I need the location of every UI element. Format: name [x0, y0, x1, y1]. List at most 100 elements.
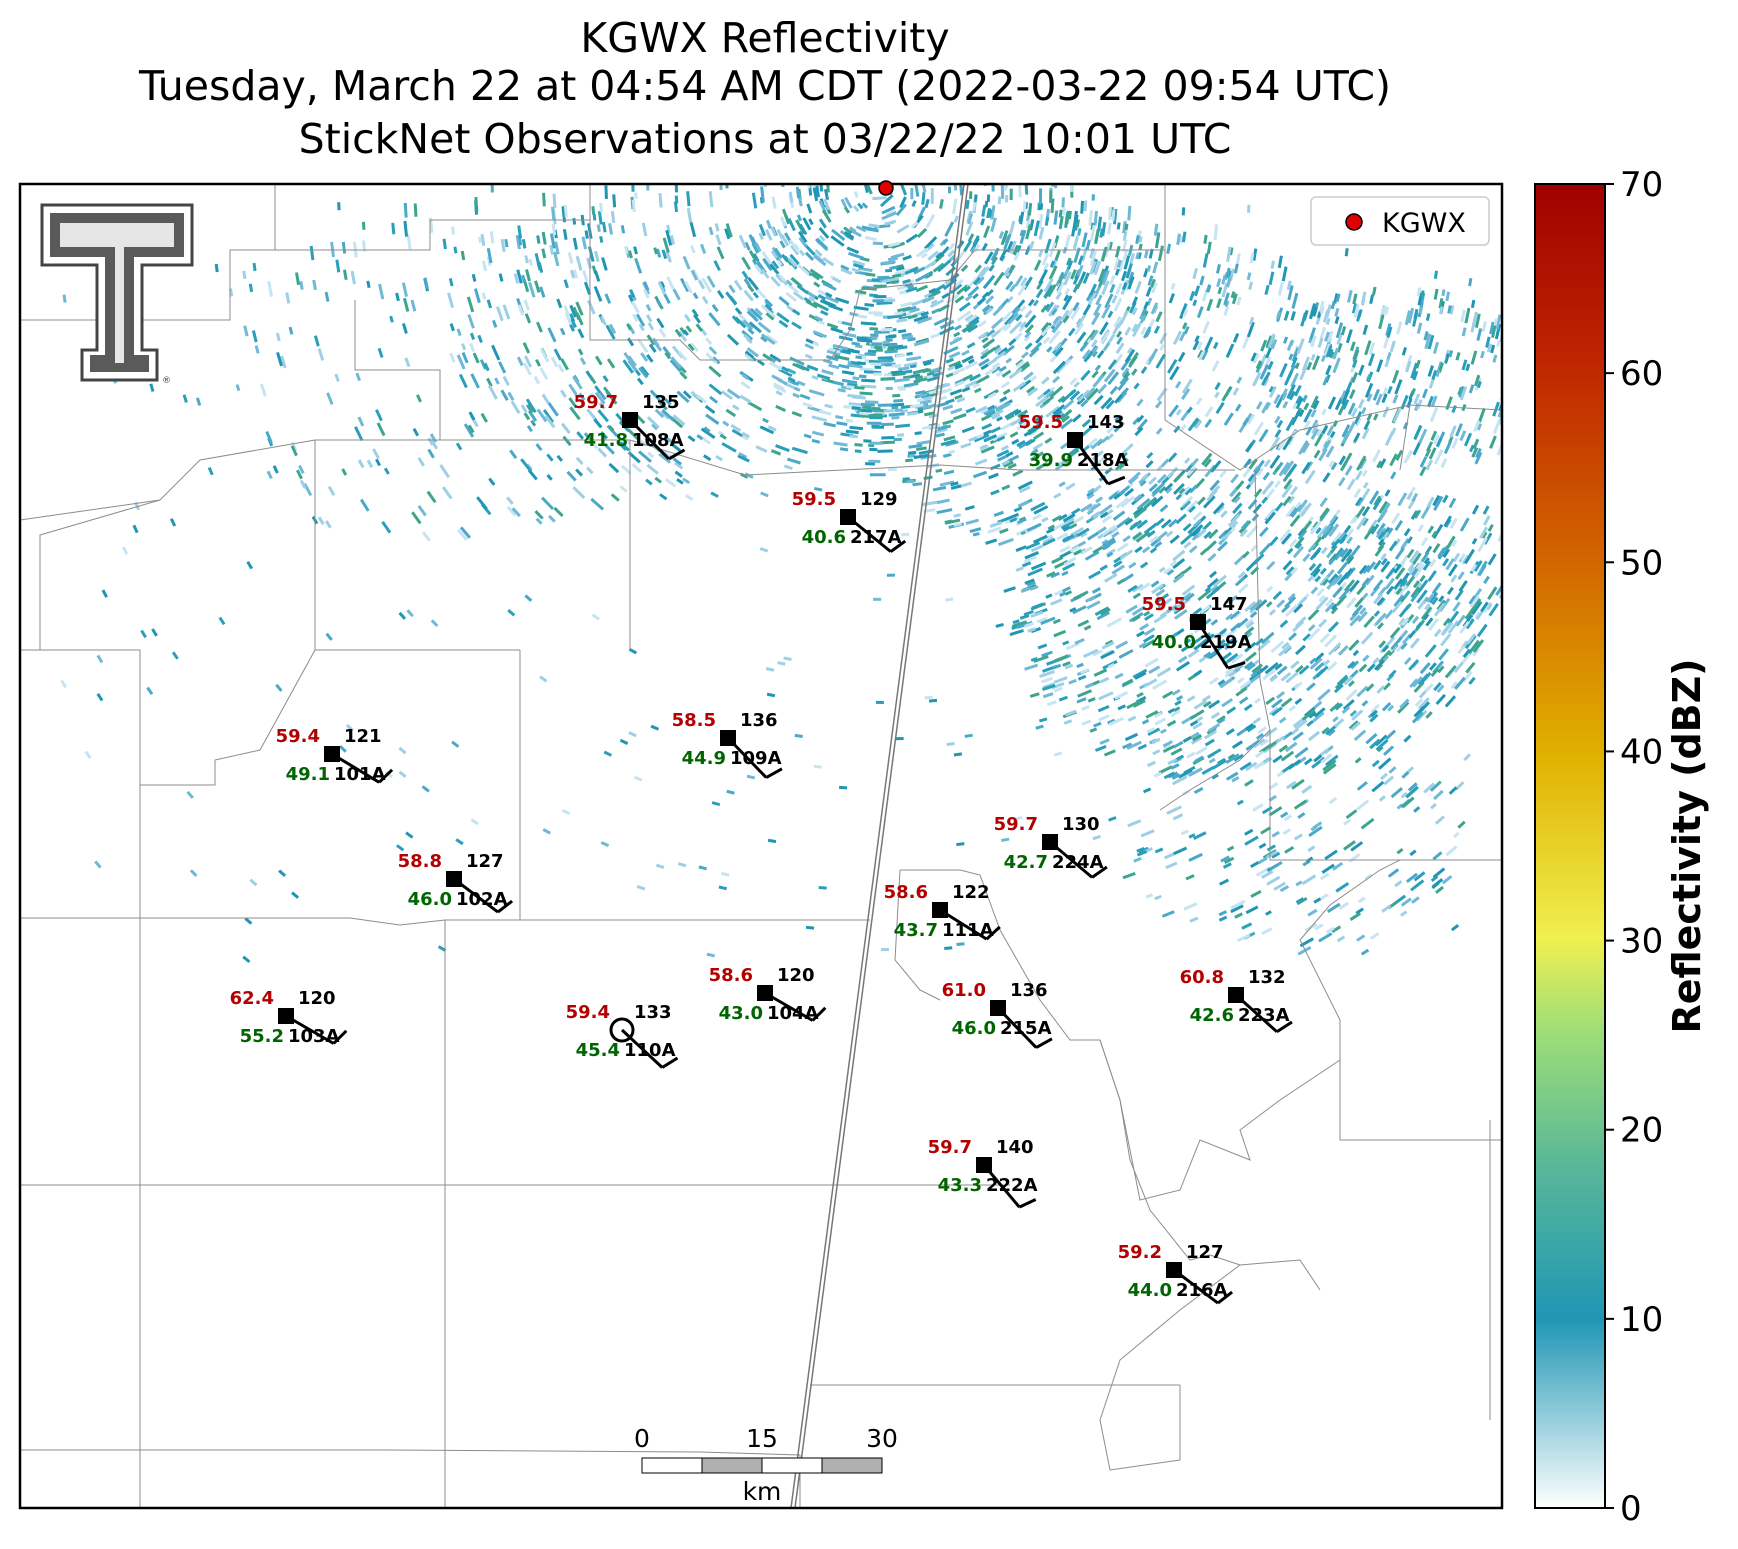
radar-echo: [242, 955, 251, 964]
radar-echo: [1410, 362, 1419, 379]
radar-echo: [764, 303, 773, 312]
radar-echo: [1191, 734, 1202, 742]
radar-echo: [599, 391, 607, 401]
radar-echo: [872, 241, 884, 246]
radar-echo: [1294, 536, 1305, 549]
radar-echo: [1155, 311, 1163, 323]
radar-echo: [915, 284, 929, 293]
radar-echo: [1274, 502, 1284, 512]
radar-echo: [1186, 406, 1193, 414]
radar-echo: [765, 219, 772, 230]
radar-echo: [1392, 408, 1402, 423]
radar-echo: [480, 412, 488, 423]
radar-echo: [796, 214, 802, 222]
radar-echo: [804, 251, 815, 261]
radar-echo: [1233, 495, 1241, 504]
radar-echo: [1338, 587, 1351, 601]
radar-echo: [546, 453, 554, 462]
radar-echo: [1040, 324, 1052, 337]
radar-echo: [594, 250, 600, 262]
radar-echo: [1515, 430, 1521, 439]
radar-echo: [1419, 662, 1431, 675]
radar-echo: [894, 364, 902, 368]
radar-echo: [1047, 524, 1055, 531]
radar-echo: [733, 279, 743, 291]
radar-echo: [1181, 378, 1193, 394]
radar-echo: [852, 205, 860, 213]
radar-echo: [925, 213, 936, 229]
radar-echo: [1357, 896, 1366, 904]
radar-echo: [1053, 629, 1067, 638]
radar-echo: [869, 416, 883, 420]
radar-echo: [1425, 617, 1434, 627]
radar-echo: [631, 199, 636, 213]
radar-echo: [1027, 202, 1033, 216]
radar-echo: [1487, 523, 1494, 532]
radar-echo: [1412, 441, 1422, 456]
radar-echo: [1230, 899, 1246, 910]
radar-echo: [1341, 705, 1351, 714]
radar-echo: [961, 386, 971, 393]
radar-echo: [1019, 211, 1025, 225]
radar-echo: [1131, 296, 1139, 306]
radar-echo: [1419, 456, 1428, 468]
radar-echo: [1173, 706, 1181, 712]
radar-echo: [1094, 744, 1107, 752]
radar-echo: [1221, 651, 1232, 661]
radar-echo: [1321, 863, 1335, 874]
radar-echo: [1093, 260, 1102, 276]
radar-echo: [1352, 293, 1358, 305]
radar-echo: [1327, 396, 1337, 410]
radar-echo: [665, 229, 673, 246]
radar-echo: [1097, 268, 1106, 283]
radar-echo: [832, 343, 849, 351]
radar-echo: [1005, 357, 1013, 364]
radar-echo: [1140, 366, 1148, 374]
radar-echo: [1212, 502, 1225, 515]
radar-echo: [597, 409, 609, 423]
station-dewpoint: 55.2: [240, 1026, 284, 1047]
radar-echo: [1195, 397, 1203, 406]
radar-echo: [1050, 598, 1063, 606]
radar-echo: [1470, 318, 1477, 333]
radar-echo: [1260, 339, 1268, 352]
radar-echo: [1217, 631, 1227, 640]
radar-echo: [1096, 611, 1110, 621]
radar-echo: [1066, 448, 1080, 460]
radar-echo: [1496, 340, 1501, 347]
radar-echo: [1091, 587, 1101, 594]
radar-echo: [1372, 592, 1384, 605]
radar-echo: [1381, 904, 1392, 913]
radar-echo: [1224, 636, 1237, 647]
radar-echo: [1084, 682, 1094, 689]
radar-echo: [1098, 606, 1110, 615]
radar-echo: [1406, 536, 1413, 544]
radar-echo: [473, 288, 481, 304]
radar-echo: [1351, 407, 1358, 418]
radar-echo: [1412, 676, 1423, 688]
radar-site-marker[interactable]: [878, 180, 894, 196]
radar-echo: [1104, 293, 1114, 309]
radar-echo: [1503, 358, 1510, 374]
radar-echo: [1001, 459, 1010, 466]
radar-echo: [1243, 458, 1252, 469]
radar-echo: [1461, 651, 1473, 664]
